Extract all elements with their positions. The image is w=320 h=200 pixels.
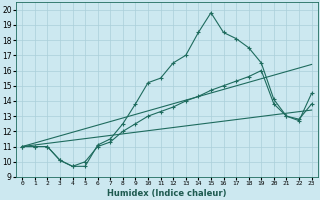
X-axis label: Humidex (Indice chaleur): Humidex (Indice chaleur): [107, 189, 227, 198]
